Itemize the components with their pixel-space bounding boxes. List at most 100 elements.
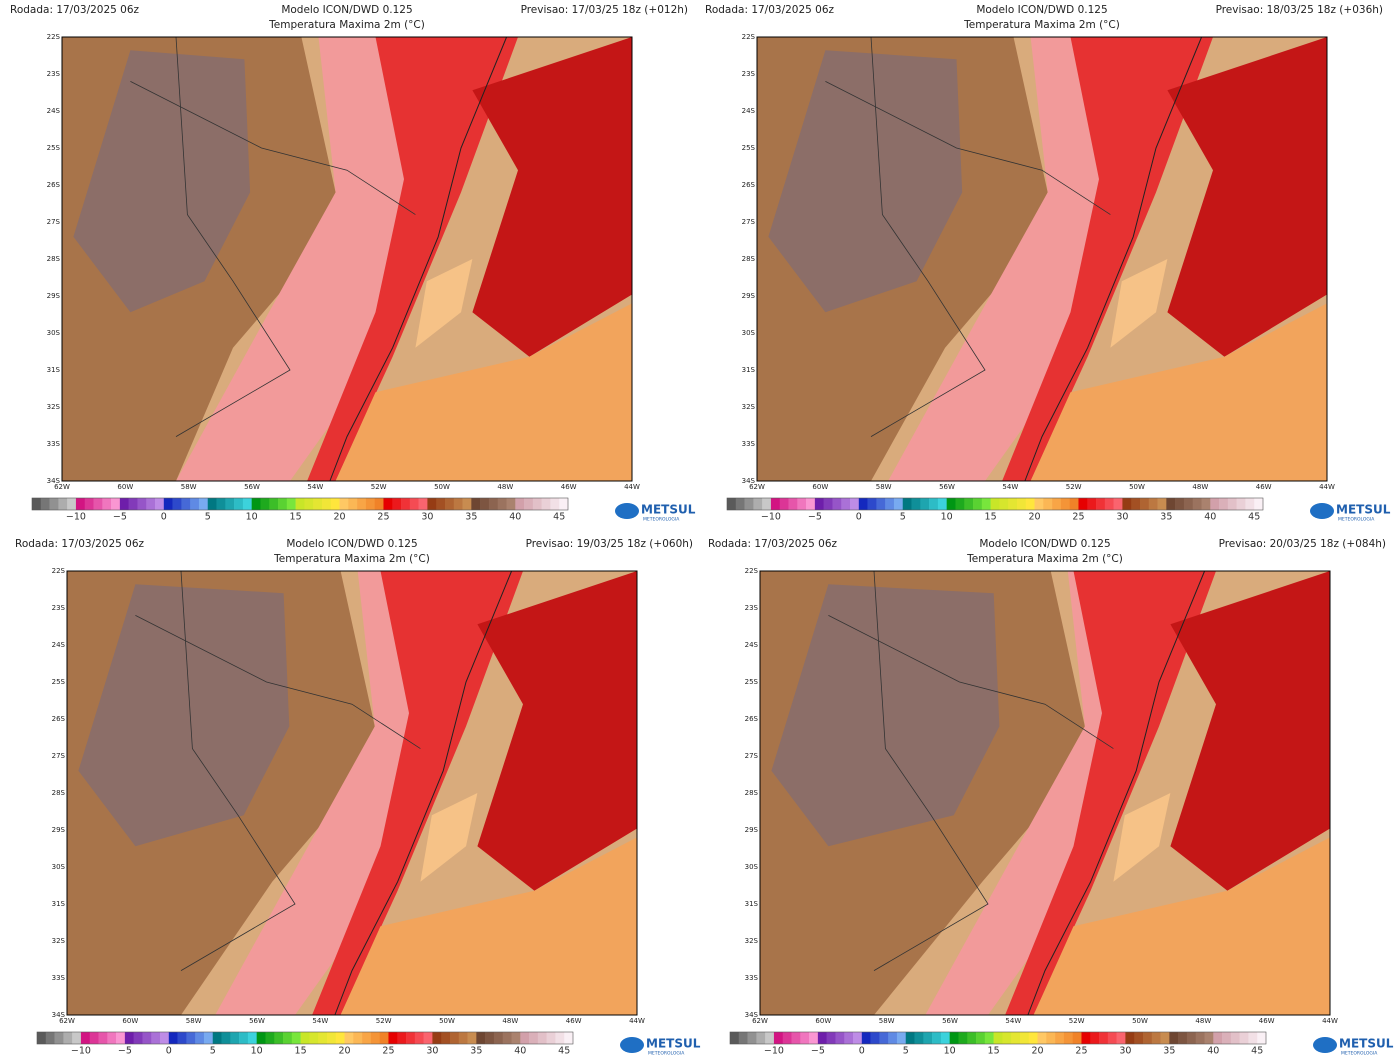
- colorbar-box: [1175, 498, 1185, 510]
- colorbar-box: [133, 1032, 143, 1044]
- colorbar-box: [1204, 1032, 1214, 1044]
- colorbar-label: 35: [1160, 512, 1172, 523]
- colorbar-label: 35: [470, 1046, 482, 1057]
- colorbar-box: [809, 1032, 819, 1044]
- lon-label: 54W: [1005, 1017, 1021, 1025]
- colorbar-label: 40: [1207, 1046, 1219, 1057]
- colorbar-box: [870, 1032, 880, 1044]
- lat-label: 28S: [745, 789, 759, 797]
- panel: Rodada: 17/03/2025 06z Modelo ICON/DWD 0.…: [15, 538, 701, 1057]
- colorbar-label: 30: [421, 512, 433, 523]
- colorbar-box: [993, 1032, 1003, 1044]
- logo-name: METSUL: [1336, 503, 1391, 517]
- colorbar-box: [436, 498, 446, 510]
- lat-label: 28S: [47, 255, 61, 263]
- lat-label: 23S: [52, 604, 66, 612]
- temperature-region: [771, 584, 1000, 847]
- colorbar-box: [932, 1032, 942, 1044]
- lat-label: 31S: [52, 900, 66, 908]
- colorbar-frame: [36, 1031, 574, 1045]
- colorbar-box: [58, 498, 68, 510]
- colorbar-label: 15: [985, 512, 997, 523]
- colorbar-label: 10: [246, 512, 258, 523]
- lat-label: 34S: [745, 1011, 759, 1019]
- colorbar-box: [1213, 1032, 1223, 1044]
- colorbar-box: [1019, 1032, 1030, 1044]
- colorbar-box: [738, 1032, 748, 1044]
- lat-label: 31S: [742, 366, 756, 374]
- lat-label: 31S: [745, 900, 759, 908]
- colorbar-box: [1081, 1032, 1091, 1044]
- colorbar-box: [1063, 1032, 1073, 1044]
- colorbar-frame: [726, 497, 1264, 511]
- lat-label: 32S: [52, 937, 66, 945]
- run-label: Rodada: 17/03/2025 06z: [705, 4, 835, 16]
- colorbar-box: [1113, 498, 1123, 510]
- colorbar-box: [888, 1032, 898, 1044]
- colorbar-box: [247, 1032, 257, 1044]
- map: [759, 570, 1331, 1016]
- lat-label: 28S: [742, 255, 756, 263]
- lat-label: 32S: [745, 937, 759, 945]
- colorbar-box: [949, 1032, 959, 1044]
- lat-label: 30S: [47, 329, 61, 337]
- logo-sub: METEOROLOGIA: [1338, 517, 1375, 523]
- model-label: Modelo ICON/DWD 0.125: [286, 538, 417, 550]
- map-frame: [66, 570, 638, 1016]
- colorbar-box: [67, 498, 77, 510]
- logo-globe: [620, 1037, 644, 1053]
- colorbar-box: [946, 498, 956, 510]
- colorbar-box: [876, 498, 886, 510]
- lon-label: 62W: [752, 1017, 768, 1025]
- lat-label: 25S: [745, 678, 759, 686]
- lon-label: 48W: [1192, 483, 1208, 491]
- colorbar-box: [321, 498, 332, 510]
- colorbar-box: [286, 498, 296, 510]
- colorbar-label: 35: [465, 512, 477, 523]
- lat-label: 29S: [745, 826, 759, 834]
- colorbar-box: [295, 498, 305, 510]
- colorbar-box: [550, 498, 560, 510]
- colorbar-box: [54, 1032, 64, 1044]
- colorbar-box: [186, 1032, 196, 1044]
- colorbar-box: [476, 1032, 486, 1044]
- colorbar-box: [163, 498, 173, 510]
- colorbar-box: [406, 1032, 416, 1044]
- colorbar-box: [49, 498, 59, 510]
- colorbar-box: [160, 1032, 170, 1044]
- lon-label: 56W: [939, 483, 955, 491]
- colorbar-label: 20: [1028, 512, 1040, 523]
- border: [870, 36, 986, 437]
- colorbar-box: [370, 1032, 380, 1044]
- colorbar-box: [999, 498, 1009, 510]
- colorbar-box: [283, 1032, 293, 1044]
- colorbar-box: [797, 498, 807, 510]
- temperature-region: [420, 793, 478, 882]
- temperature-region: [415, 259, 473, 348]
- colorbar-box: [1248, 1032, 1258, 1044]
- colorbar-box: [1254, 498, 1264, 510]
- colorbar-label: 30: [426, 1046, 438, 1057]
- colorbar-box: [1104, 498, 1114, 510]
- colorbar-box: [1222, 1032, 1232, 1044]
- colorbar-box: [256, 1032, 266, 1044]
- colorbar-box: [1230, 1032, 1240, 1044]
- colorbar-box: [1037, 1032, 1047, 1044]
- map-title: Temperatura Maxima 2m (°C): [966, 553, 1123, 565]
- colorbar-box: [817, 1032, 827, 1044]
- colorbar-label: 25: [1075, 1046, 1087, 1057]
- colorbar-label: 20: [338, 1046, 350, 1057]
- colorbar-label: 5: [210, 1046, 216, 1057]
- colorbar-box: [146, 498, 156, 510]
- lat-label: 34S: [742, 477, 756, 485]
- lat-label: 31S: [47, 366, 61, 374]
- colorbar-box: [1151, 1032, 1161, 1044]
- colorbar-box: [397, 1032, 407, 1044]
- colorbar-label: 40: [509, 512, 521, 523]
- colorbar-box: [313, 498, 323, 510]
- colorbar-label: −10: [761, 512, 781, 523]
- colorbar-box: [791, 1032, 801, 1044]
- colorbar-label: 45: [558, 1046, 570, 1057]
- map-title: Temperatura Maxima 2m (°C): [963, 19, 1120, 31]
- colorbar-box: [753, 498, 763, 510]
